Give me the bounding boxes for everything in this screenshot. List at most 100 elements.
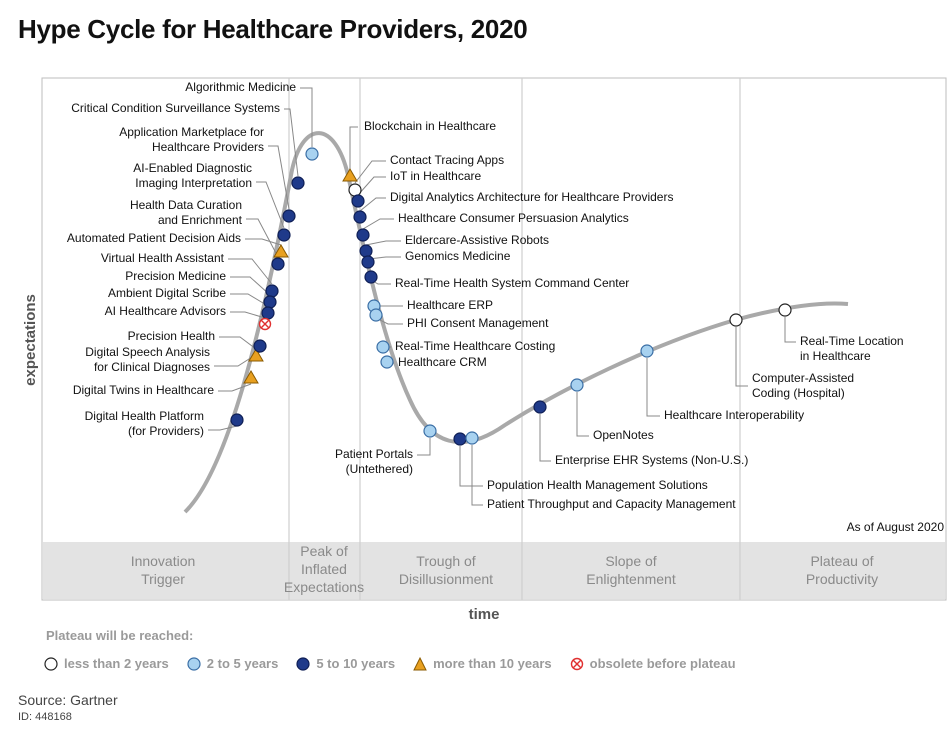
item-marker-digital-twins-in-healthcare (243, 370, 259, 384)
leader-line-healthcare-consumer-persuasion-analytics (362, 218, 394, 230)
item-markers (230, 147, 792, 446)
legend-item-5to10: 5 to 10 years (296, 656, 395, 671)
legend-item-2to5: 2 to 5 years (187, 656, 279, 671)
hype-curve (183, 131, 849, 514)
item-label-ambient-digital-scribe: Ambient Digital Scribe (108, 286, 226, 300)
item-marker-ambient-digital-scribe (261, 306, 275, 320)
item-marker-patient-throughput-and-capacity-management (465, 431, 479, 445)
leader-line-ai-healthcare-advisors (230, 311, 266, 319)
legend-item-lt2: less than 2 years (44, 656, 169, 671)
legend-label-gt10: more than 10 years (433, 656, 552, 671)
item-label-opennotes: OpenNotes (593, 428, 654, 442)
leader-line-patient-portals-untethered (417, 438, 431, 456)
legend-symbol-5to10 (296, 656, 310, 671)
leader-line-health-data-curation-and-enrichment (246, 218, 279, 258)
item-marker-real-time-health-system-command-center (364, 270, 378, 284)
item-marker-critical-condition-surveillance-systems (291, 176, 305, 190)
item-marker-healthcare-interoperability (640, 344, 654, 358)
item-label-real-time-health-system-command-center: Real-Time Health System Command Center (395, 276, 629, 290)
item-label-iot-in-healthcare: IoT in Healthcare (390, 169, 481, 183)
leader-line-contact-tracing-apps (354, 160, 386, 184)
item-label-digital-analytics-architecture-for-healthcare-providers: Digital Analytics Architecture for Healt… (390, 190, 673, 204)
leader-line-iot-in-healthcare (357, 176, 386, 196)
item-label-phi-consent-management: PHI Consent Management (407, 316, 549, 330)
phase-labels: Innovation Trigger Peak of Inflated Expe… (131, 543, 878, 595)
leader-line-real-time-location-in-healthcare (784, 317, 796, 343)
item-label-genomics-medicine: Genomics Medicine (405, 249, 511, 263)
item-label-computer-assisted-coding-hospital: Computer-Assisted Coding (Hospital) (752, 371, 854, 400)
phase-label-peak-2: Inflated (301, 561, 347, 577)
legend: less than 2 years 2 to 5 years 5 to 10 y… (44, 656, 736, 671)
item-label-health-data-curation-and-enrichment: Health Data Curation and Enrichment (130, 198, 243, 227)
item-marker-enterprise-ehr-systems-non-u-s (533, 400, 547, 414)
phase-label-plateau-2: Productivity (806, 571, 878, 587)
item-marker-opennotes (570, 378, 584, 392)
item-label-healthcare-erp: Healthcare ERP (407, 298, 493, 312)
plot-area (41, 77, 947, 601)
leader-line-computer-assisted-coding-hospital (735, 327, 748, 387)
item-marker-patient-portals-untethered (423, 424, 437, 438)
legend-symbol-2to5 (187, 656, 201, 671)
item-marker-health-data-curation-and-enrichment (271, 257, 285, 271)
item-marker-healthcare-crm (380, 355, 394, 369)
item-marker-iot-in-healthcare (351, 194, 365, 208)
item-marker-healthcare-consumer-persuasion-analytics (356, 228, 370, 242)
leader-lines (208, 87, 796, 506)
legend-title: Plateau will be reached: (46, 628, 194, 643)
phase-label-peak-1: Peak of (300, 543, 348, 559)
item-label-precision-medicine: Precision Medicine (125, 269, 226, 283)
item-marker-genomics-medicine (361, 255, 375, 269)
leader-line-precision-medicine (230, 276, 271, 296)
leader-line-critical-condition-surveillance-systems (284, 108, 299, 177)
leader-line-healthcare-interoperability (646, 358, 660, 417)
legend-symbol-obs (570, 657, 583, 670)
leader-line-blockchain-in-healthcare (349, 126, 358, 169)
phase-label-innovation-1: Innovation (131, 553, 196, 569)
item-label-critical-condition-surveillance-systems: Critical Condition Surveillance Systems (71, 101, 280, 115)
item-label-patient-throughput-and-capacity-management: Patient Throughput and Capacity Manageme… (487, 497, 736, 511)
phase-label-trough-1: Trough of (416, 553, 476, 569)
leader-line-digital-analytics-architecture-for-healthcare-providers (359, 197, 386, 212)
leader-line-opennotes (576, 392, 589, 437)
item-marker-virtual-health-assistant (265, 284, 279, 298)
phase-separators (288, 78, 741, 600)
item-label-precision-health: Precision Health (128, 329, 215, 343)
item-label-ai-enabled-diagnostic-imaging-interpretation: AI-Enabled Diagnostic Imaging Interpretat… (133, 161, 252, 190)
legend-label-lt2: less than 2 years (64, 656, 169, 671)
phase-label-plateau-1: Plateau of (810, 553, 873, 569)
phase-band (43, 542, 945, 599)
legend-item-gt10: more than 10 years (413, 656, 552, 671)
leader-line-enterprise-ehr-systems-non-u-s (539, 414, 551, 462)
source-label: Source: Gartner (18, 692, 118, 708)
item-label-healthcare-interoperability: Healthcare Interoperability (664, 408, 804, 422)
item-marker-real-time-healthcare-costing (376, 340, 390, 354)
item-label-application-marketplace-for-healthcare-providers: Application Marketplace for Healthcare Pr… (119, 125, 264, 154)
document-id: ID: 448168 (18, 711, 72, 723)
leader-line-eldercare-assistive-robots (365, 240, 401, 246)
phase-label-innovation-2: Trigger (141, 571, 185, 587)
item-marker-ai-healthcare-advisors (258, 317, 272, 331)
item-label-blockchain-in-healthcare: Blockchain in Healthcare (364, 119, 496, 133)
item-label-healthcare-consumer-persuasion-analytics: Healthcare Consumer Persuasion Analytics (398, 211, 629, 225)
item-labels: Algorithmic Medicine Critical Condition S… (67, 80, 904, 511)
item-label-digital-speech-analysis-for-clinical-diagnoses: Digital Speech Analysis for Clinical Diag… (85, 345, 210, 374)
item-label-patient-portals-untethered: Patient Portals (Untethered) (335, 447, 413, 476)
leader-line-automated-patient-decision-aids (245, 238, 282, 246)
item-label-enterprise-ehr-systems-non-u-s: Enterprise EHR Systems (Non-U.S.) (555, 453, 748, 467)
as-of-label: As of August 2020 (847, 520, 945, 534)
item-label-healthcare-crm: Healthcare CRM (398, 355, 487, 369)
item-label-eldercare-assistive-robots: Eldercare-Assistive Robots (405, 233, 549, 247)
item-marker-digital-health-platform-for-providers (230, 413, 244, 427)
item-marker-eldercare-assistive-robots (359, 244, 373, 258)
phase-label-peak-3: Expectations (284, 579, 364, 595)
x-axis-label: time (469, 606, 500, 623)
item-label-ai-healthcare-advisors: AI Healthcare Advisors (105, 304, 226, 318)
legend-label-2to5: 2 to 5 years (206, 656, 279, 671)
phase-label-slope-2: Enlightenment (586, 571, 676, 587)
leader-line-digital-twins-in-healthcare (218, 383, 252, 392)
item-marker-contact-tracing-apps (348, 183, 362, 197)
item-marker-precision-medicine (263, 295, 277, 309)
leader-line-virtual-health-assistant (228, 258, 273, 285)
y-axis-label: expectations (22, 294, 39, 386)
